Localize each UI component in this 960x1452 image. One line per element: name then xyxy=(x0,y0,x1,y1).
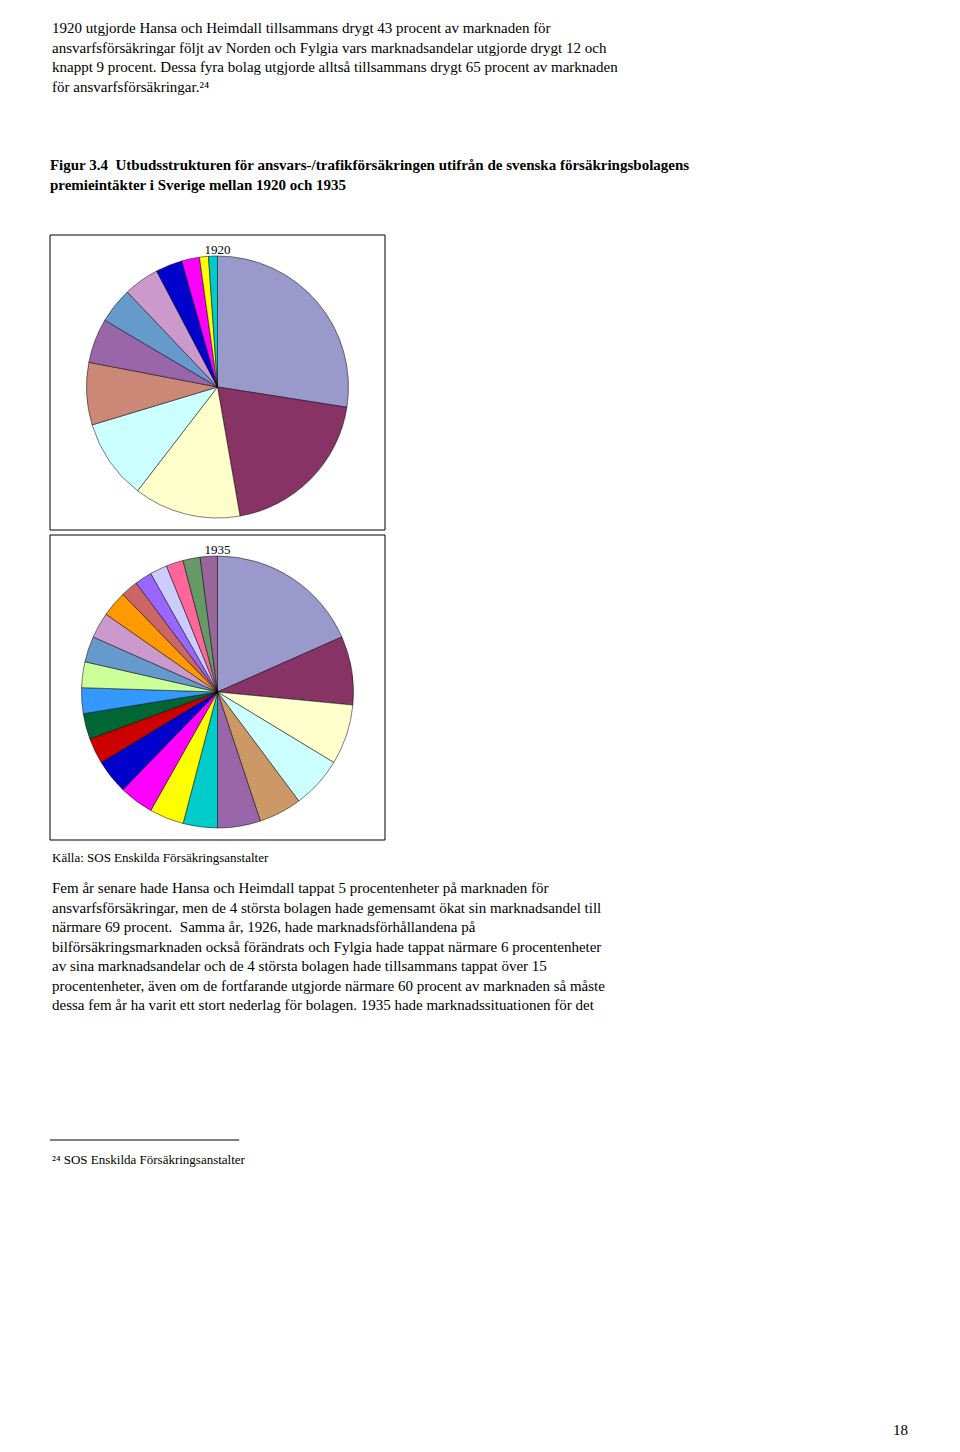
svg-text:Figur 3.4 Utbudsstrukturen fö: Figur 3.4 Utbudsstrukturen för ansvars-/… xyxy=(50,157,689,193)
svg-text:²⁴ SOS Enskilda Försäkringsans: ²⁴ SOS Enskilda Försäkringsanstalter xyxy=(52,1152,246,1167)
svg-text:1920 utgjorde Hansa och Heimda: 1920 utgjorde Hansa och Heimdall tillsam… xyxy=(52,20,618,95)
svg-text:Källa: SOS Enskilda Försäkring: Källa: SOS Enskilda Försäkringsanstalter xyxy=(52,850,269,865)
svg-text:1920: 1920 xyxy=(205,242,231,257)
svg-text:Fem år senare hade Hansa och H: Fem år senare hade Hansa och Heimdall ta… xyxy=(52,880,605,1013)
svg-text:1935: 1935 xyxy=(205,542,231,557)
svg-text:18: 18 xyxy=(893,1422,908,1438)
